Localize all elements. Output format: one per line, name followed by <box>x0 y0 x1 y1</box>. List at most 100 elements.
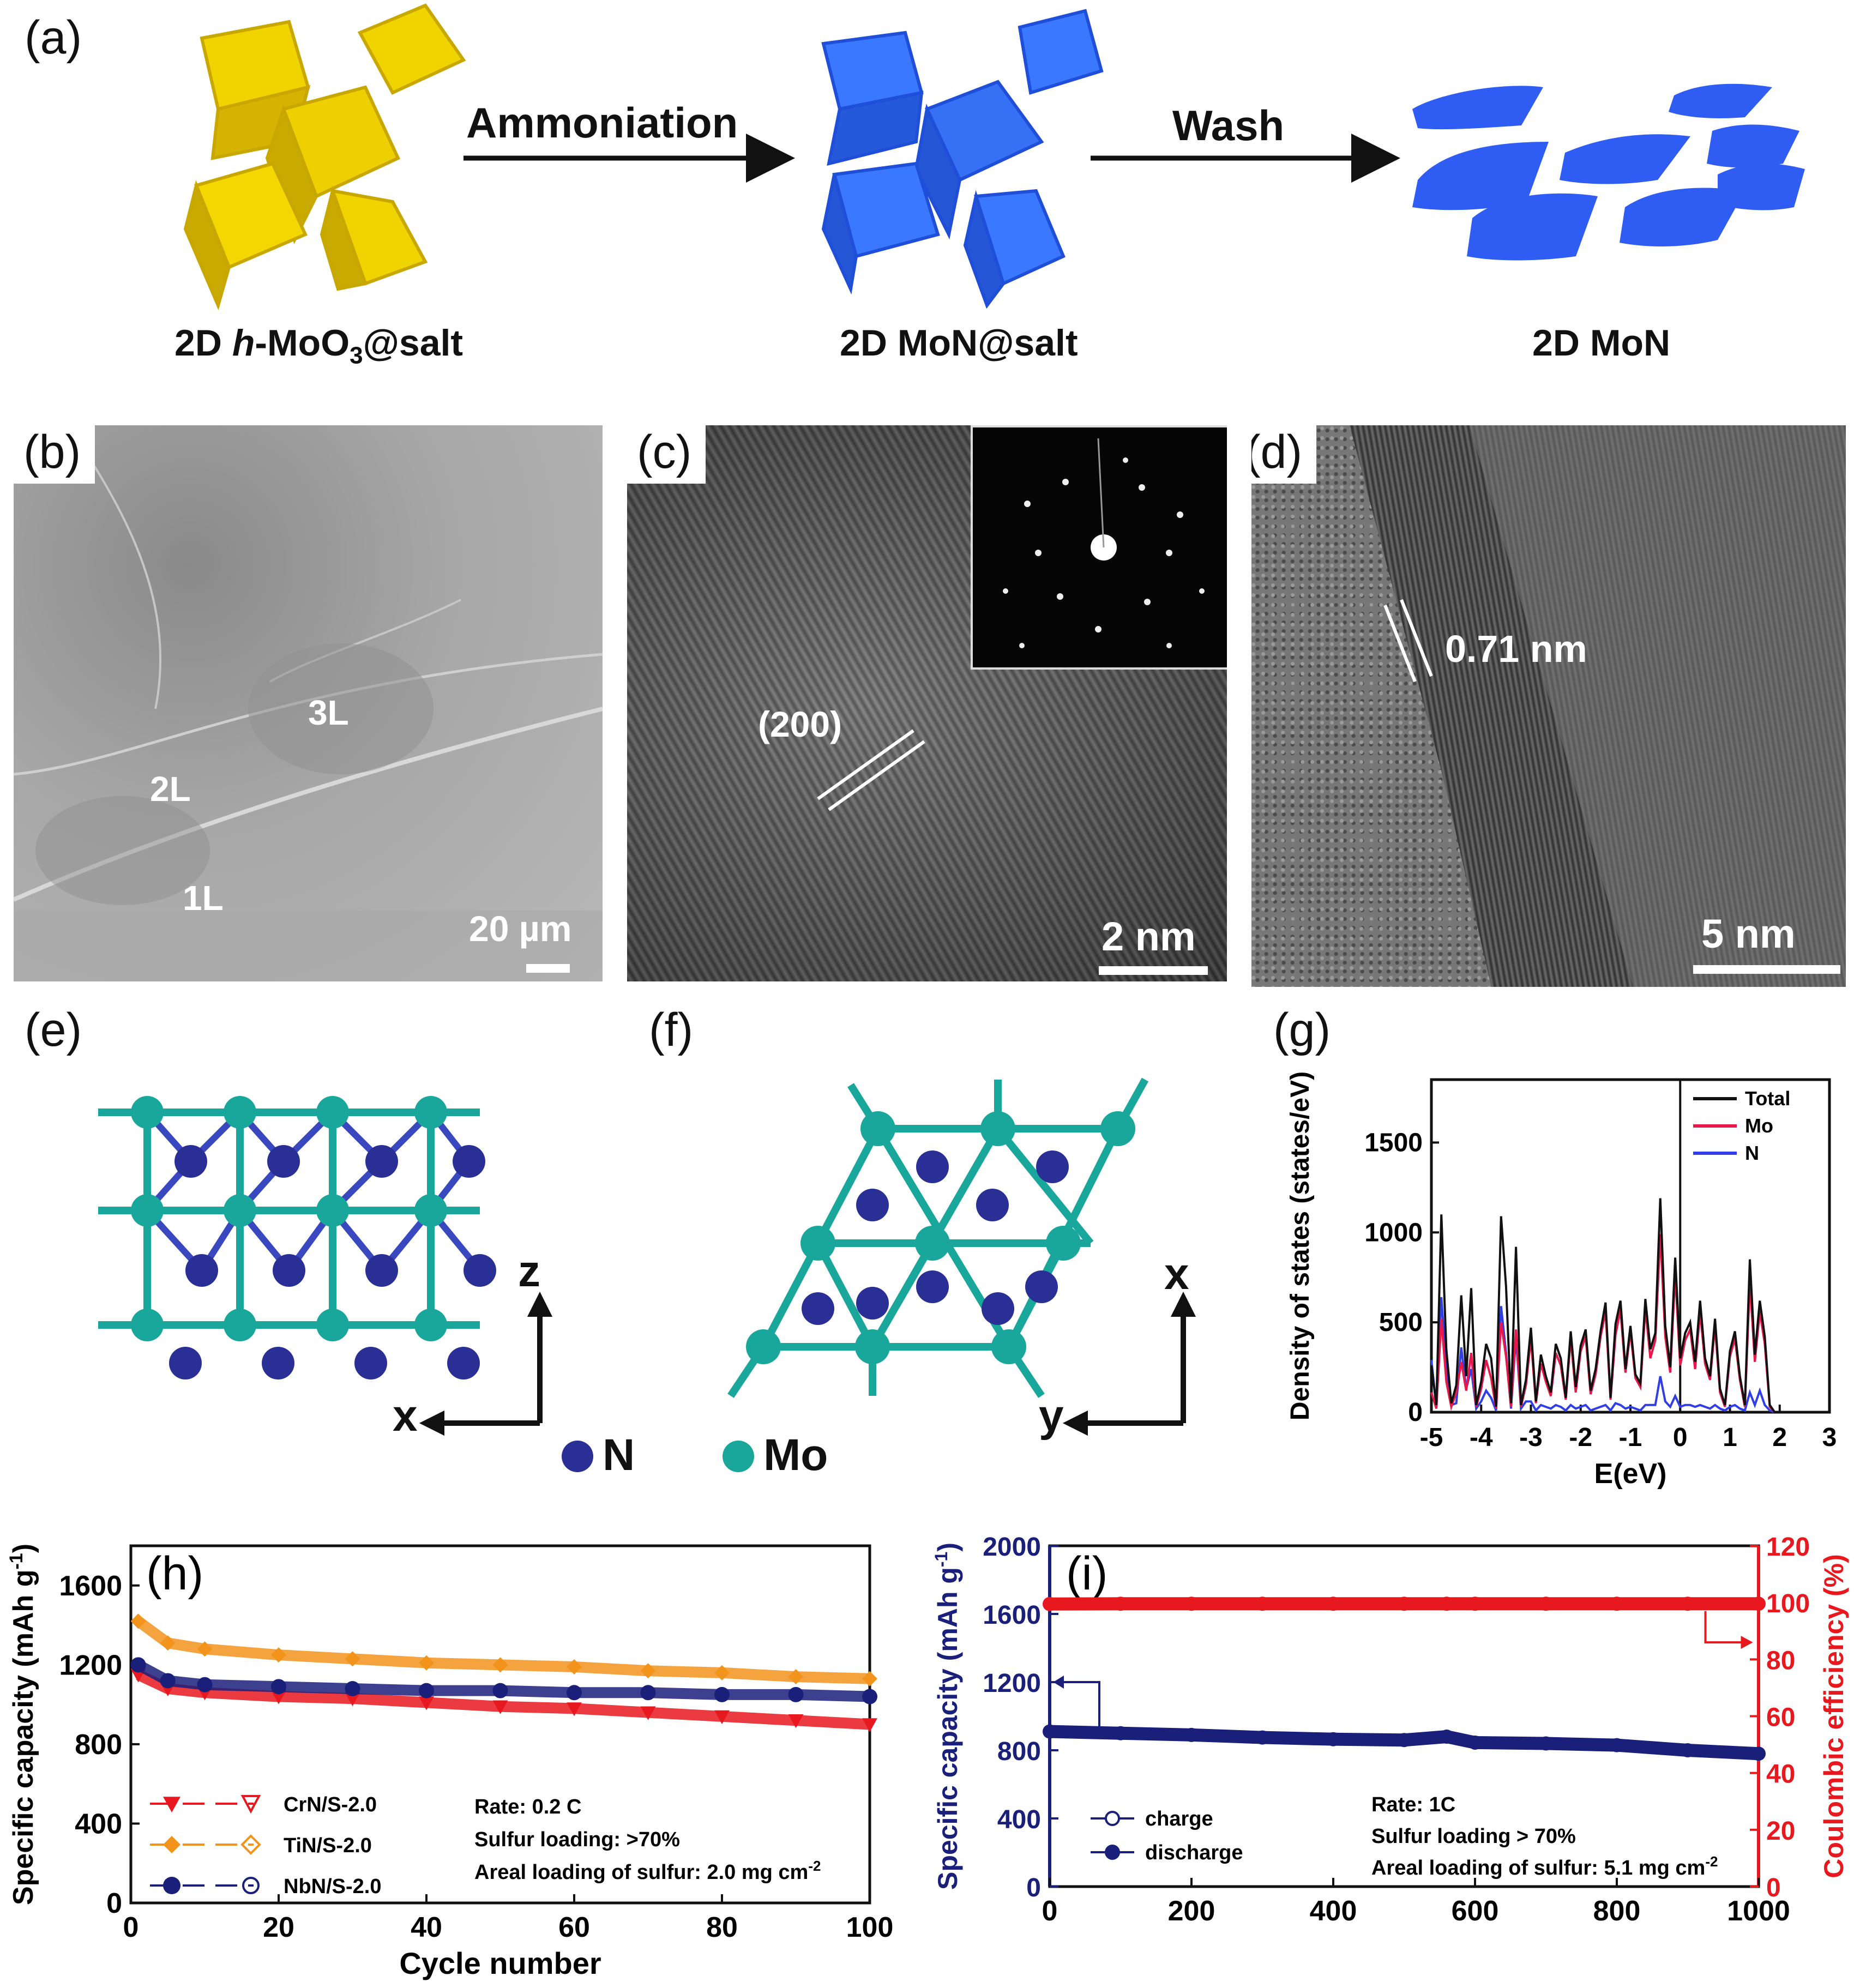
caption-mon: 2D MoN <box>1532 322 1671 364</box>
x-tick-label: -5 <box>1420 1423 1443 1452</box>
data-point <box>640 1685 656 1701</box>
mon-flake <box>1467 193 1598 261</box>
series-line-total <box>1430 1198 1829 1413</box>
data-point <box>714 1686 730 1702</box>
data-point <box>1610 1597 1624 1611</box>
data-point <box>1397 1733 1411 1748</box>
legend-label: TiN/S-2.0 <box>284 1834 372 1857</box>
data-point <box>1440 1597 1454 1611</box>
panel-e-label: (e) <box>25 1004 82 1056</box>
data-point <box>271 1647 286 1663</box>
annotation: Rate: 1C <box>1371 1793 1455 1816</box>
legend-label: Total <box>1745 1087 1790 1110</box>
mon-flake <box>1669 83 1772 118</box>
data-point <box>130 1613 146 1629</box>
axis-label-x-f: x <box>1164 1249 1189 1299</box>
right-axis-indicator-arrow <box>1704 1611 1741 1644</box>
x-tick-label: 3 <box>1822 1423 1837 1452</box>
yellow-cube <box>183 180 231 310</box>
yellow-cube <box>320 185 368 291</box>
data-point <box>1255 1597 1269 1611</box>
data-point <box>567 1685 582 1701</box>
legend-open-marker <box>240 1795 261 1814</box>
ammoniation-label: Ammoniation <box>466 99 738 147</box>
panel-b-scalebar <box>526 964 570 973</box>
data-point <box>492 1700 508 1714</box>
mon-flake <box>1620 188 1745 246</box>
data-point <box>271 1690 286 1704</box>
annotation-sup: -2 <box>1705 1853 1718 1870</box>
panel-b-texture <box>14 425 603 981</box>
y-tick-label: 1200 <box>983 1669 1041 1698</box>
left-axis-indicator-arrow <box>1064 1681 1100 1733</box>
panel-c-label: (c) <box>627 425 706 484</box>
panel-d-label: (d) <box>1251 425 1317 484</box>
data-point <box>1468 1597 1482 1611</box>
lattice-fringe-marker <box>817 729 925 811</box>
n-atom-icon <box>562 1441 593 1472</box>
capacity-chart-h: (h) 0 20 40 60 80 100 0 400 800 1200 1600 Cycle numb… <box>6 1544 893 1980</box>
series-NbN/S-2.0 <box>130 1657 877 1704</box>
annotation: Sulfur loading > 70% <box>1371 1825 1576 1848</box>
data-point <box>714 1665 730 1680</box>
y-tick-label: 2000 <box>983 1533 1041 1562</box>
series-TiN/S-2.0 <box>130 1613 877 1686</box>
data-point <box>1326 1597 1340 1611</box>
x-tick-label: 200 <box>1168 1895 1215 1927</box>
y-axis-label: Density of states (states/eV) <box>1286 1071 1315 1420</box>
y2-tick-label: 80 <box>1766 1646 1795 1675</box>
data-point <box>160 1673 176 1689</box>
mon-flake <box>1412 86 1543 130</box>
axis-label-y-f: y <box>1039 1391 1064 1441</box>
y-axis-label: Specific capacity (mAh g-1) <box>6 1544 39 1905</box>
data-point <box>1610 1738 1624 1752</box>
panel-d-scalebar <box>1693 965 1840 974</box>
data-point <box>160 1635 176 1651</box>
data-point <box>130 1657 146 1673</box>
series-band <box>1049 1725 1759 1761</box>
y-tick-label: 0 <box>1026 1873 1041 1902</box>
series-band <box>135 1617 870 1684</box>
data-point <box>788 1669 804 1685</box>
n-atom-label: N <box>603 1430 635 1480</box>
y-axis-label-end: ) <box>8 1544 39 1553</box>
panel-a-scheme <box>183 3 1805 310</box>
panel-a-label: (a) <box>25 11 82 64</box>
data-point <box>197 1677 213 1692</box>
data-point <box>1255 1730 1269 1745</box>
caption-mon-salt: 2D MoN@salt <box>840 322 1078 364</box>
x-tick-label: -4 <box>1470 1423 1493 1452</box>
panel-c-hrtem-image: (c) (200) 2 nm <box>627 425 1227 981</box>
x-tick-label: 600 <box>1452 1895 1499 1927</box>
data-point <box>1184 1727 1199 1742</box>
data-point <box>197 1641 213 1657</box>
y-tick-label: 1600 <box>59 1570 122 1602</box>
legend-label: charge <box>1145 1808 1213 1830</box>
panel-h-label: (h) <box>146 1547 203 1600</box>
y-tick-label: 0 <box>1408 1398 1423 1427</box>
data-point <box>1043 1724 1057 1739</box>
x-tick-label: 60 <box>558 1912 590 1943</box>
panel-g-label: (g) <box>1273 1004 1331 1056</box>
panel-d-hrtem-image: (d) 0.71 nm 5 nm <box>1251 425 1846 987</box>
x-tick-label: -1 <box>1619 1423 1642 1452</box>
annotation: Rate: 0.2 C <box>474 1796 581 1818</box>
blue-cube <box>1018 9 1104 95</box>
legend-label: Mo <box>1745 1115 1773 1137</box>
atom-legend: N Mo <box>556 1429 883 1483</box>
data-point <box>1043 1597 1057 1611</box>
y2-tick-label: 100 <box>1766 1589 1810 1618</box>
plane-label: (200) <box>758 704 842 744</box>
right-axis-indicator-head <box>1741 1636 1753 1649</box>
legend-marker <box>1105 1811 1120 1826</box>
panel-f: (f) x y <box>627 1003 1249 1494</box>
data-point <box>1681 1743 1695 1757</box>
saed-inset <box>971 425 1227 670</box>
x-tick-label: 2 <box>1772 1423 1787 1452</box>
axis-label-x-e: x <box>393 1391 418 1441</box>
data-point <box>1539 1736 1553 1751</box>
blue-cube-cluster <box>821 9 1104 309</box>
annotation: Areal loading of sulfur: 5.1 mg cm-2 <box>1371 1853 1718 1879</box>
data-point <box>1751 1597 1766 1611</box>
panel-e: (e) z x <box>0 1003 627 1494</box>
